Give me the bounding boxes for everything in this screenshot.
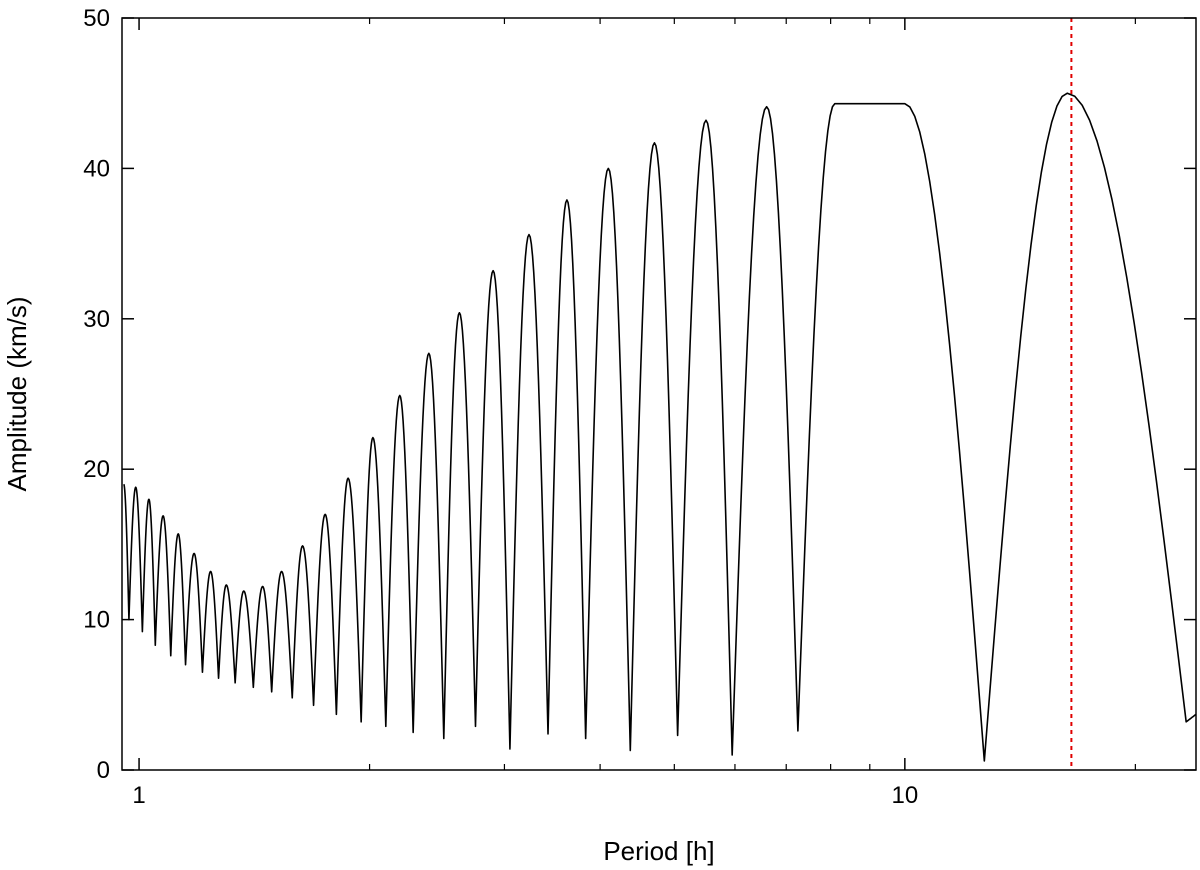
y-tick-label: 50: [83, 5, 110, 32]
series-layer: [123, 92, 1197, 762]
x-axis-title: Period [h]: [603, 836, 714, 866]
x-tick-label: 1: [132, 782, 145, 809]
y-tick-label: 0: [97, 757, 110, 784]
amplitude-curve: [123, 92, 1197, 762]
y-tick-label: 20: [83, 456, 110, 483]
y-tick-label: 10: [83, 607, 110, 634]
x-tick-label: 10: [891, 782, 918, 809]
plot-frame: [121, 17, 1197, 771]
ticks-layer: 0 10 20 30 40 50 1 10: [83, 5, 1196, 809]
y-axis-title: Amplitude (km/s): [2, 296, 32, 491]
y-tick-label: 30: [83, 306, 110, 333]
y-tick-label: 40: [83, 155, 110, 182]
